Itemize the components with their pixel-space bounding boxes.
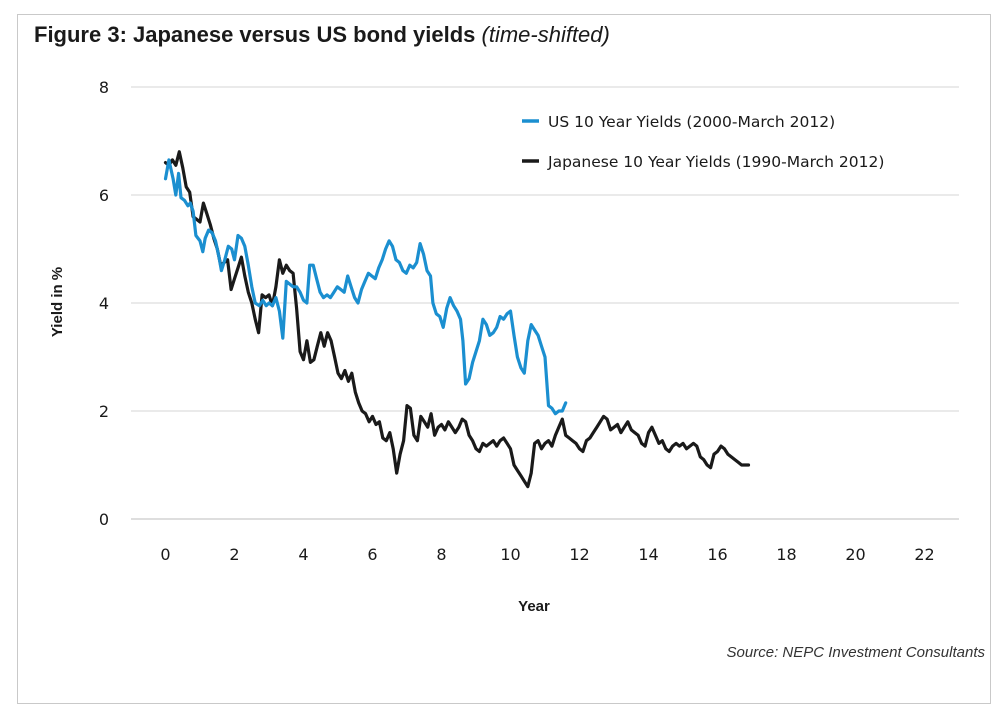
y-tick-label: 2 [99,402,109,421]
y-tick-label: 6 [99,186,109,205]
x-tick-labels: 0 2 4 6 8 10 12 14 16 18 20 22 [160,545,934,564]
y-axis-title: Yield in % [49,267,66,337]
x-tick-label: 10 [500,545,520,564]
series-line-japan [163,150,751,489]
legend-label: US 10 Year Yields (2000-March 2012) [548,113,835,131]
legend-label: Japanese 10 Year Yields (1990-March 2012… [547,153,884,171]
x-tick-label: 8 [436,545,446,564]
series-line-us [163,158,568,416]
y-tick-labels: 0 2 4 6 8 [99,78,109,529]
y-tick-label: 4 [99,294,109,313]
y-tick-label: 0 [99,510,109,529]
x-tick-label: 2 [229,545,239,564]
x-tick-label: 6 [367,545,377,564]
series-lines [163,150,751,489]
x-tick-label: 22 [914,545,934,564]
figure-title: Figure 3: Japanese versus US bond yields… [34,22,610,48]
title-main: Figure 3: Japanese versus US bond yields [34,22,476,47]
title-note: (time-shifted) [481,22,610,47]
y-tick-label: 8 [99,78,109,97]
legend: US 10 Year Yields (2000-March 2012) Japan… [522,113,884,171]
grid-lines [131,86,959,520]
x-tick-label: 0 [160,545,170,564]
x-tick-label: 16 [707,545,727,564]
x-tick-label: 18 [776,545,796,564]
x-tick-label: 4 [298,545,308,564]
source-note: Source: NEPC Investment Consultants [726,644,985,661]
x-tick-label: 12 [569,545,589,564]
x-axis-title: Year [518,598,550,615]
line-chart: 0 2 4 6 8 0 2 4 6 8 10 12 14 16 18 20 22 US 10 Year Yie… [49,78,959,615]
x-tick-label: 20 [845,545,865,564]
x-tick-label: 14 [638,545,658,564]
